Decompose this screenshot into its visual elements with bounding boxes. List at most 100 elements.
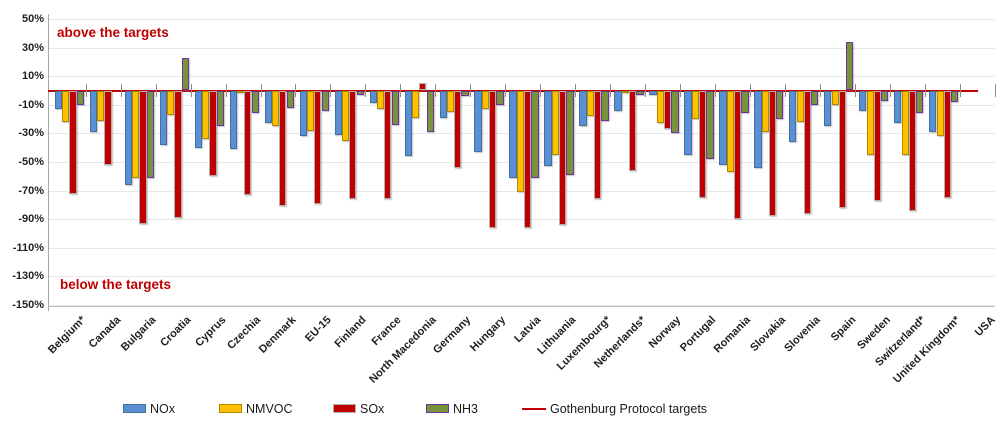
bar-nmvoc-czechia [236, 90, 245, 94]
bar-nh3-lithuania [566, 90, 574, 175]
bar-nox-switzerland- [894, 90, 902, 124]
bar-sox-croatia [174, 90, 182, 218]
category-tick [960, 84, 961, 97]
legend-item-nh3: NH3 [426, 400, 478, 417]
bar-nh3-slovakia [776, 90, 784, 120]
annotation-above-targets: above the targets [57, 25, 169, 40]
legend-item-nmvoc: NMVOC [219, 400, 293, 417]
gridline--90 [48, 219, 995, 221]
bar-nox-spain [824, 90, 832, 127]
legend-label-nh3: NH3 [453, 401, 479, 416]
x-axis-label-slovenia: Slovenia [782, 314, 824, 355]
gridline-50 [48, 19, 995, 20]
bar-nmvoc-denmark [271, 90, 280, 127]
bar-nmvoc-slovenia [796, 90, 804, 122]
nmvoc-swatch-icon [219, 404, 242, 413]
bar-sox-switzerland- [908, 90, 917, 211]
bar-nmvoc-spain [831, 90, 839, 105]
bar-sox-finland [349, 90, 357, 200]
bar-nox-slovenia [789, 90, 797, 142]
x-axis-label-slovakia: Slovakia [748, 314, 789, 355]
bar-nox-hungary [474, 90, 482, 152]
bar-nmvoc-switzerland- [901, 90, 909, 155]
category-tick [330, 84, 332, 97]
category-tick [855, 84, 857, 97]
category-tick [435, 84, 437, 97]
x-axis-label-denmark: Denmark [256, 314, 299, 356]
bar-nh3-germany [461, 90, 469, 97]
bar-nox-cyprus [194, 90, 202, 148]
bar-nh3-belgium- [76, 90, 84, 105]
y-axis-tick-label: -90% [18, 213, 44, 226]
x-axis-label-bulgaria: Bulgaria [118, 314, 159, 354]
category-tick [120, 84, 122, 97]
bar-nmvoc-sweden [866, 90, 874, 155]
bar-nmvoc-romania [726, 90, 734, 172]
category-tick [365, 84, 367, 97]
y-axis-tick-label: 50% [21, 13, 44, 25]
bar-nmvoc-norway [656, 90, 664, 124]
bar-sox-hungary [489, 90, 497, 228]
bar-nox-bulgaria [124, 90, 132, 185]
bar-nmvoc-slovakia [761, 90, 769, 132]
bar-nh3-norway [671, 90, 679, 134]
bar-nmvoc-france [376, 90, 385, 110]
category-tick [925, 84, 926, 97]
category-tick [260, 84, 262, 97]
bar-nmvoc-north-macedonia [411, 90, 420, 118]
bar-sox-netherlands- [629, 90, 637, 171]
bar-nh3-switzerland- [916, 90, 924, 114]
y-axis-tick-label: -110% [12, 241, 44, 254]
bar-nox-finland [334, 90, 342, 135]
x-axis-label-belgium-: Belgium* [46, 314, 89, 357]
y-axis-tick-label: -10% [18, 98, 44, 111]
legend-label-nmvoc: NMVOC [246, 401, 293, 416]
nox-swatch-icon [123, 404, 146, 413]
gridline-10 [48, 76, 995, 78]
category-tick [470, 84, 472, 97]
category-tick [155, 84, 157, 97]
bar-sox-eu-15 [314, 90, 322, 204]
bar-nh3-croatia [181, 57, 189, 91]
bar-nh3-bulgaria [146, 90, 154, 178]
category-tick [295, 84, 297, 97]
category-tick [505, 84, 507, 97]
y-axis-tick-label: -50% [18, 156, 44, 168]
category-tick [890, 84, 892, 97]
bar-nox-belgium- [54, 90, 62, 110]
category-tick [820, 84, 822, 97]
bar-nox-denmark [264, 90, 272, 124]
bar-nox-romania [719, 90, 727, 165]
sox-swatch-icon [333, 404, 356, 413]
category-tick [190, 84, 192, 97]
bar-nh3-latvia [531, 90, 539, 178]
bar-nh3-sweden [881, 90, 889, 101]
nh3-swatch-icon [426, 404, 449, 413]
bar-sox-north-macedonia [419, 83, 427, 91]
bar-sox-denmark [279, 90, 287, 207]
annotation-below-targets: below the targets [60, 277, 172, 292]
x-axis-label-north-macedonia: North Macedonia [366, 314, 439, 386]
bar-sox-sweden [873, 90, 882, 201]
bar-nh3-slovenia [811, 90, 819, 105]
category-tick [610, 84, 612, 97]
bar-nmvoc-finland [341, 90, 350, 141]
bar-nox-germany [439, 90, 447, 118]
legend-item-gothenburg-targets: Gothenburg Protocol targets [522, 400, 707, 417]
x-axis-label-hungary: Hungary [468, 314, 509, 355]
x-axis-label-usa: USA [973, 314, 998, 339]
bar-sox-slovenia [803, 90, 812, 214]
bar-nox-eu-15 [299, 90, 307, 137]
legend-label-nox: NOx [150, 401, 175, 416]
x-axis-label-finland: Finland [332, 314, 369, 351]
gridline-30 [48, 47, 995, 49]
bar-sox-czechia [244, 90, 252, 195]
bar-nmvoc-croatia [167, 90, 175, 115]
category-tick [785, 84, 787, 97]
bar-sox-belgium- [69, 90, 77, 194]
bar-nmvoc-united-kingdom- [936, 90, 944, 137]
x-axis-label-cyprus: Cyprus [193, 314, 229, 350]
y-axis-tick-label: -70% [18, 184, 44, 197]
bar-nh3-spain [846, 41, 854, 91]
